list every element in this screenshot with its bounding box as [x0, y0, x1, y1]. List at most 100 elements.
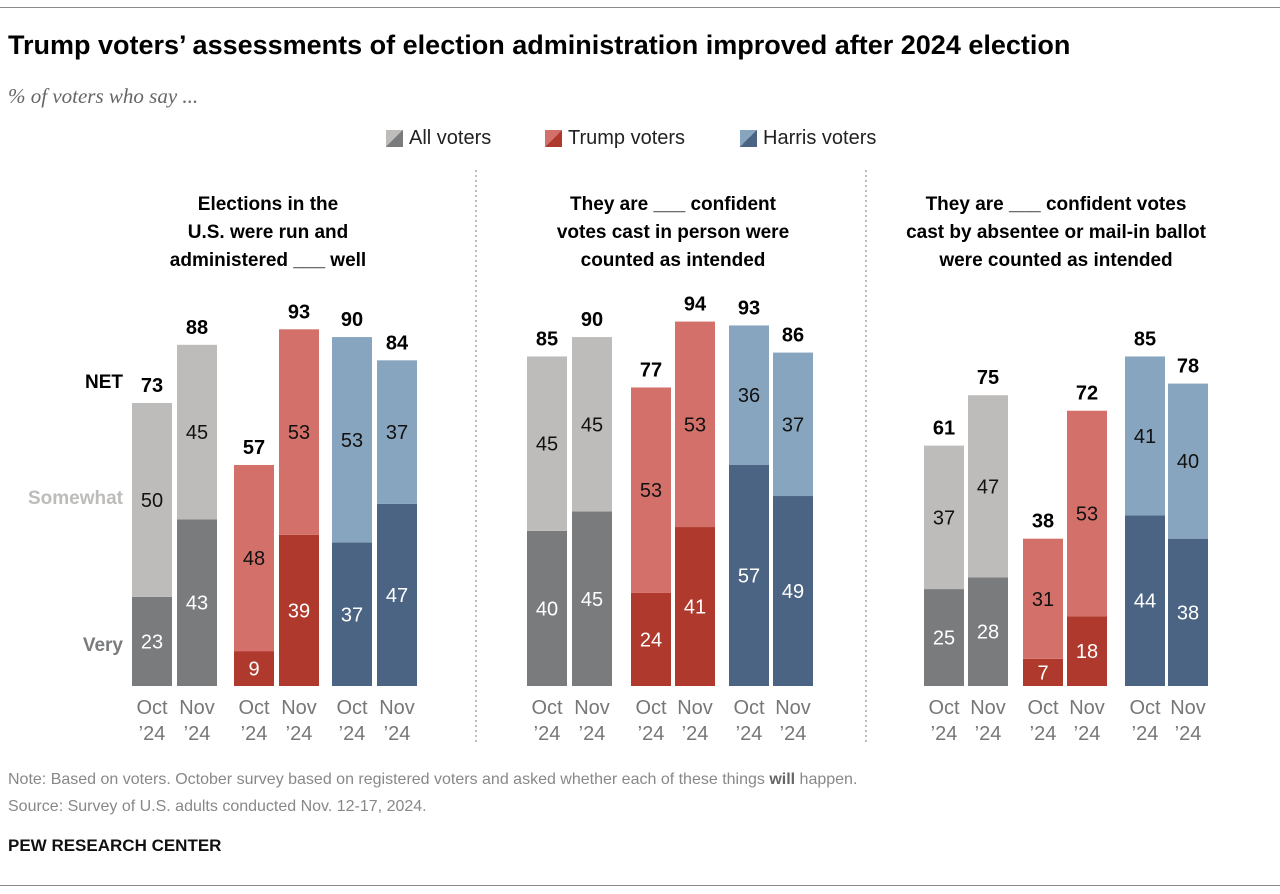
panel-title-line: counted as intended — [581, 250, 766, 271]
panel-title-line: They are ___ confident votes — [926, 194, 1187, 215]
bar-very — [1067, 616, 1107, 686]
label-net: 93 — [288, 301, 310, 323]
bar-very — [132, 596, 172, 686]
label-somewhat: 47 — [977, 476, 999, 498]
bar-very — [332, 542, 372, 686]
x-tick-label: Nov — [970, 697, 1006, 719]
x-tick-label: Nov — [1170, 697, 1206, 719]
panel-title-line: were counted as intended — [938, 250, 1172, 271]
label-net: 38 — [1032, 511, 1054, 533]
top-rule — [0, 7, 1280, 8]
label-somewhat: 53 — [288, 422, 310, 444]
label-somewhat: 48 — [243, 548, 265, 570]
label-very: 18 — [1076, 641, 1098, 663]
label-net: 90 — [341, 309, 363, 331]
x-tick-label: Nov — [281, 697, 317, 719]
label-somewhat: 45 — [536, 434, 558, 456]
x-tick-label: Oct — [238, 697, 270, 719]
label-net: 90 — [581, 309, 603, 331]
label-somewhat: 40 — [1177, 451, 1199, 473]
legend-label: Trump voters — [568, 127, 686, 149]
label-somewhat: 50 — [141, 490, 163, 512]
label-net: 72 — [1076, 383, 1098, 405]
label-somewhat: 37 — [386, 422, 408, 444]
label-net: 86 — [782, 325, 804, 347]
label-very: 25 — [933, 628, 955, 650]
bar-somewhat — [332, 337, 372, 543]
row-label-net: NET — [85, 372, 123, 393]
label-very: 41 — [684, 597, 706, 619]
label-very: 23 — [141, 631, 163, 653]
x-tick-label: ’24 — [780, 723, 807, 745]
bar-somewhat — [631, 387, 671, 593]
bar-very — [675, 527, 715, 686]
label-somewhat: 53 — [1076, 503, 1098, 525]
panel-title-line: cast by absentee or mail-in ballot — [906, 222, 1207, 243]
panel-title-line: votes cast in person were — [557, 222, 789, 243]
label-very: 7 — [1037, 662, 1048, 684]
label-net: 57 — [243, 437, 265, 459]
label-somewhat: 37 — [782, 414, 804, 436]
label-somewhat: 31 — [1032, 589, 1054, 611]
label-somewhat: 53 — [684, 414, 706, 436]
bar-very — [527, 530, 567, 686]
legend-label: All voters — [409, 127, 492, 149]
note: Note: Based on voters. October survey ba… — [8, 771, 857, 789]
label-very: 37 — [341, 604, 363, 626]
bar-very — [1168, 538, 1208, 686]
x-tick-label: Nov — [574, 697, 610, 719]
label-somewhat: 45 — [581, 414, 603, 436]
chart-title: Trump voters’ assessments of election ad… — [8, 30, 1071, 60]
bar-very — [177, 519, 217, 686]
label-very: 49 — [782, 581, 804, 603]
bar-very — [572, 511, 612, 686]
bar-somewhat — [924, 445, 964, 590]
label-very: 38 — [1177, 602, 1199, 624]
label-somewhat: 41 — [1134, 426, 1156, 448]
x-tick-label: ’24 — [682, 723, 709, 745]
bar-somewhat — [773, 352, 813, 497]
label-net: 78 — [1177, 356, 1199, 378]
legend-item-all: All voters — [386, 127, 491, 150]
legend-swatch-harris — [740, 130, 757, 147]
label-very: 43 — [186, 593, 208, 615]
bar-somewhat — [1168, 383, 1208, 539]
x-tick-label: ’24 — [1132, 723, 1159, 745]
bar-very — [234, 651, 274, 686]
bar-very — [631, 592, 671, 686]
chart-subtitle: % of voters who say ... — [8, 84, 199, 108]
label-very: 45 — [581, 589, 603, 611]
x-tick-label: ’24 — [339, 723, 366, 745]
label-very: 28 — [977, 622, 999, 644]
row-label-very: Very — [83, 635, 124, 656]
x-tick-label: Nov — [179, 697, 215, 719]
source: Source: Survey of U.S. adults conducted … — [8, 798, 427, 815]
x-tick-label: Nov — [775, 697, 811, 719]
bottom-rule — [0, 885, 1280, 886]
label-net: 88 — [186, 317, 208, 339]
label-net: 77 — [640, 359, 662, 381]
x-tick-label: ’24 — [638, 723, 665, 745]
x-tick-label: ’24 — [241, 723, 268, 745]
legend-item-harris: Harris voters — [740, 127, 876, 150]
label-net: 61 — [933, 418, 955, 440]
x-tick-label: Oct — [1129, 697, 1161, 719]
bar-somewhat — [377, 360, 417, 504]
x-tick-label: ’24 — [1074, 723, 1101, 745]
bar-somewhat — [1125, 356, 1165, 516]
brand-logo: PEW RESEARCH CENTER — [8, 836, 222, 855]
bar-somewhat — [132, 402, 172, 597]
label-net: 93 — [738, 297, 760, 319]
label-very: 39 — [288, 600, 310, 622]
x-tick-label: Oct — [336, 697, 368, 719]
x-tick-label: ’24 — [579, 723, 606, 745]
bar-somewhat — [279, 329, 319, 535]
label-very: 40 — [536, 598, 558, 620]
x-tick-label: ’24 — [1175, 723, 1202, 745]
x-tick-label: ’24 — [736, 723, 763, 745]
label-net: 73 — [141, 375, 163, 397]
x-tick-label: Oct — [635, 697, 667, 719]
bar-somewhat — [968, 395, 1008, 578]
legend-label: Harris voters — [763, 127, 877, 149]
